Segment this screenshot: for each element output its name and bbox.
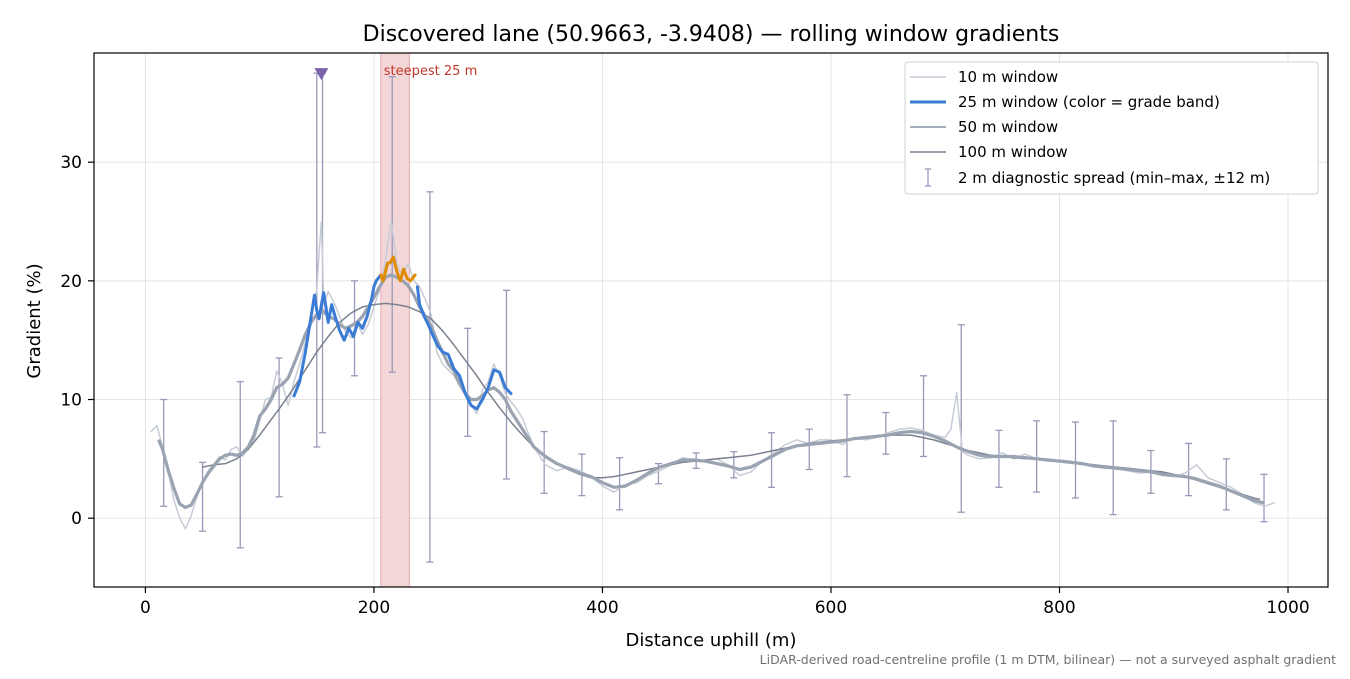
- steepest-window-band: [380, 52, 410, 588]
- x-tick-label: 800: [1043, 598, 1075, 618]
- series-line-25m-steep-band: [379, 255, 417, 283]
- axis-ticks: 0 200 400 600 800 1000 0 10 20 30: [60, 153, 1309, 618]
- footnote: LiDAR-derived road-centreline profile (1…: [760, 652, 1336, 667]
- spread-errorbar: [920, 375, 928, 458]
- x-tick-label: 600: [815, 598, 847, 618]
- legend-label: 100 m window: [958, 143, 1068, 161]
- spread-errorbar: [768, 432, 776, 488]
- y-axis-label: Gradient (%): [24, 263, 45, 378]
- series-layer: [150, 219, 1276, 530]
- x-axis-label: Distance uphill (m): [626, 630, 797, 651]
- spread-errorbar: [1185, 442, 1193, 497]
- legend-label: 50 m window: [958, 118, 1058, 136]
- spread-errorbar: [502, 289, 510, 480]
- x-tick-label: 400: [586, 598, 618, 618]
- legend-label: 25 m window (color = grade band): [958, 93, 1220, 111]
- spread-errorbar: [426, 191, 434, 563]
- spread-errorbar: [1222, 458, 1230, 511]
- legend-label: 2 m diagnostic spread (min–max, ±12 m): [958, 169, 1270, 187]
- spread-errorbar: [1033, 420, 1041, 493]
- spread-errorbar: [236, 381, 244, 549]
- x-tick-label: 1000: [1266, 598, 1309, 618]
- spread-errorbar: [616, 457, 624, 511]
- spread-errorbar: [199, 461, 207, 532]
- errorbar-layer: [160, 72, 1268, 563]
- spread-errorbar: [730, 451, 738, 479]
- spread-errorbar: [995, 429, 1003, 488]
- marker-layer: [314, 68, 329, 81]
- steepest-point-marker: [314, 68, 329, 81]
- spread-errorbar: [957, 324, 965, 513]
- series-line-25m: [292, 273, 383, 398]
- series-line-50m: [157, 273, 1265, 510]
- series-line-25m: [415, 285, 513, 411]
- y-tick-label: 20: [60, 272, 82, 292]
- spread-errorbar: [464, 327, 472, 437]
- steepest-window-label: steepest 25 m: [384, 64, 477, 79]
- y-tick-label: 30: [60, 153, 82, 173]
- spread-errorbar: [805, 428, 813, 471]
- chart-title: Discovered lane (50.9663, -3.9408) — rol…: [363, 22, 1060, 47]
- y-tick-label: 10: [60, 391, 82, 411]
- spread-errorbar: [275, 357, 283, 498]
- y-tick-label: 0: [71, 509, 82, 529]
- spread-errorbar: [843, 394, 851, 478]
- x-tick-label: 0: [140, 598, 151, 618]
- spread-errorbar: [1260, 473, 1268, 523]
- legend-swatch-errorbar: [925, 168, 931, 187]
- legend-box: [904, 61, 1319, 195]
- legend-label: 10 m window: [958, 68, 1058, 86]
- legend: 10 m window 25 m window (color = grade b…: [904, 61, 1319, 195]
- series-line-10m: [150, 219, 1276, 530]
- plot-frame: [93, 52, 1329, 588]
- spread-errorbar: [1071, 421, 1079, 499]
- x-tick-label: 200: [358, 598, 390, 618]
